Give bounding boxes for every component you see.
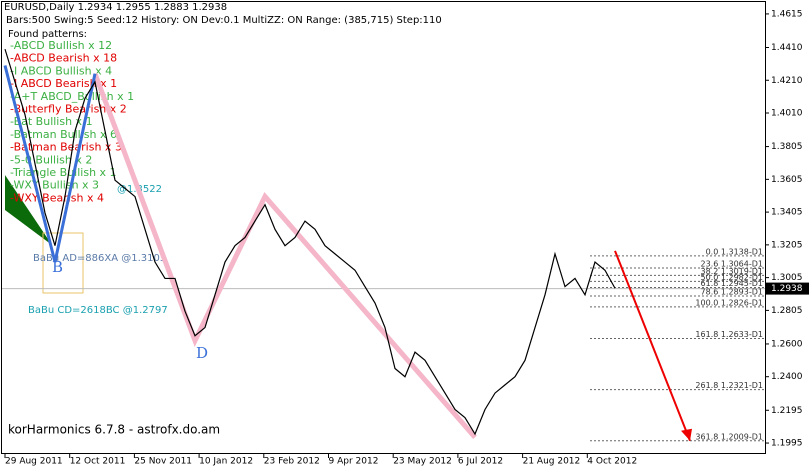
info-line: Bars:500 Swing:5 Seed:12 History: ON Dev… [6, 15, 442, 26]
x-tick-label: 25 Nov 2011 [134, 457, 192, 467]
y-tick-label: 1.3805 [771, 142, 803, 152]
footer: korHarmonics 6.7.8 - astrofx.do.am [8, 423, 220, 437]
x-tick-label: 23 Feb 2012 [264, 457, 320, 467]
fib-label: 23.6 1.3064-D1 [701, 259, 763, 268]
pattern-entry: -Batman Bullish x 6 [10, 128, 117, 141]
fib-label: 161.8 1.2633-D1 [695, 330, 763, 339]
y-tick-label: 1.2805 [771, 306, 803, 316]
pattern-entry: -WXY Bullish x 3 [10, 179, 99, 192]
arrow-head [681, 428, 692, 441]
fib-label: 61.8 1.2945-D1 [701, 279, 763, 288]
pattern-triangle [5, 175, 52, 245]
fib-label: 261.8 1.2321-D1 [695, 381, 763, 390]
y-tick-label: 1.4010 [771, 109, 803, 119]
y-tick-label: 1.2400 [771, 372, 803, 382]
price-line [4, 48, 616, 436]
fib-label: 100.0 1.2826-D1 [695, 298, 763, 307]
x-tick-label: 23 May 2012 [393, 457, 452, 467]
symbol-line: EURUSD,Daily 1.2934 1.2955 1.2883 1.2938 [4, 2, 227, 13]
current-price-label: 1.2938 [771, 284, 803, 294]
projection-arrow [614, 250, 691, 442]
pattern-entry: -WXY Bearish x 4 [10, 191, 104, 204]
fib-label: 361.8 1.2009-D1 [695, 432, 763, 441]
point-b: B [52, 258, 63, 276]
current-price-box [766, 282, 809, 295]
fib-label: 38.2 1.3019-D1 [701, 267, 763, 276]
y-tick-label: 1.3205 [771, 240, 803, 250]
pattern-entry: -Triangle Bullish x 1 [10, 166, 117, 179]
y-tick-label: 1.3605 [771, 175, 803, 185]
y-tick-label: 1.1995 [771, 439, 803, 449]
x-tick-label: 9 Apr 2012 [329, 457, 379, 467]
x-tick-label: 4 Oct 2012 [587, 457, 637, 467]
cd-label: BaBu CD=2618BC @1.2797 [28, 305, 168, 316]
y-tick-label: 1.2195 [771, 406, 803, 416]
pattern-line [92, 72, 477, 439]
point-d: D [196, 344, 208, 362]
pattern-entry: -I ABCD Bullish x 4 [10, 64, 112, 77]
y-tick-label: 1.3405 [771, 208, 803, 218]
pattern-entry: -Bat Bullish x 1 [10, 115, 93, 128]
fib-label: 50.0 1.2982-D1 [701, 273, 763, 282]
x-tick-label: 21 Aug 2012 [523, 457, 581, 467]
pattern-entry: -A+T ABCD_Bullish x 1 [10, 90, 134, 103]
x-tick-label: 12 Oct 2011 [70, 457, 126, 467]
y-tick-label: 1.4615 [771, 9, 803, 19]
plot-frame [1, 1, 766, 454]
y-tick-label: 1.4210 [771, 76, 803, 86]
y-tick-label: 1.4410 [771, 43, 803, 53]
pattern-entry: -Butterfly Bearish x 2 [10, 103, 127, 116]
pattern-entry: -ABCD Bearish x 18 [10, 52, 117, 65]
pattern-entry: -ABCD Bullish x 12 [10, 39, 112, 52]
x-tick-label: 10 Jan 2012 [199, 457, 253, 467]
pattern-line [3, 65, 97, 263]
patterns-title: Found patterns: [8, 29, 87, 40]
x-tick-label: 29 Aug 2011 [5, 457, 63, 467]
fib-label: 0.0 1.3138-D1 [706, 247, 763, 256]
y-tick-label: 1.3005 [771, 273, 803, 283]
x-tick-label: 6 Jul 2012 [458, 457, 503, 467]
pattern-entry: -5-0 Bullish x 2 [10, 153, 92, 166]
pattern-box [42, 232, 84, 294]
ad-label: BaBu AD=886XA @1.3105 [33, 253, 166, 264]
pattern-entry: -I ABCD Bearish x 1 [10, 77, 117, 90]
fib-label: 78.6 1.2893-D1 [701, 287, 763, 296]
y-tick-label: 1.2600 [771, 339, 803, 349]
pattern-entry: -Batman Bearish x 3 [10, 141, 122, 154]
